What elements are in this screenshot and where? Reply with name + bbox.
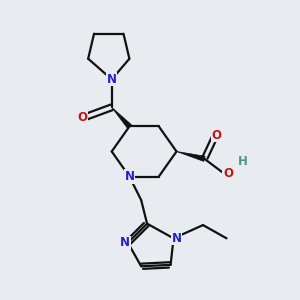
Text: O: O xyxy=(223,167,233,180)
Text: O: O xyxy=(77,111,87,124)
Text: H: H xyxy=(238,155,248,168)
Text: N: N xyxy=(120,236,130,249)
Text: N: N xyxy=(107,73,117,86)
Text: O: O xyxy=(211,129,221,142)
Polygon shape xyxy=(112,107,131,128)
Text: N: N xyxy=(172,232,182,245)
Text: N: N xyxy=(124,170,134,183)
Polygon shape xyxy=(176,152,205,161)
